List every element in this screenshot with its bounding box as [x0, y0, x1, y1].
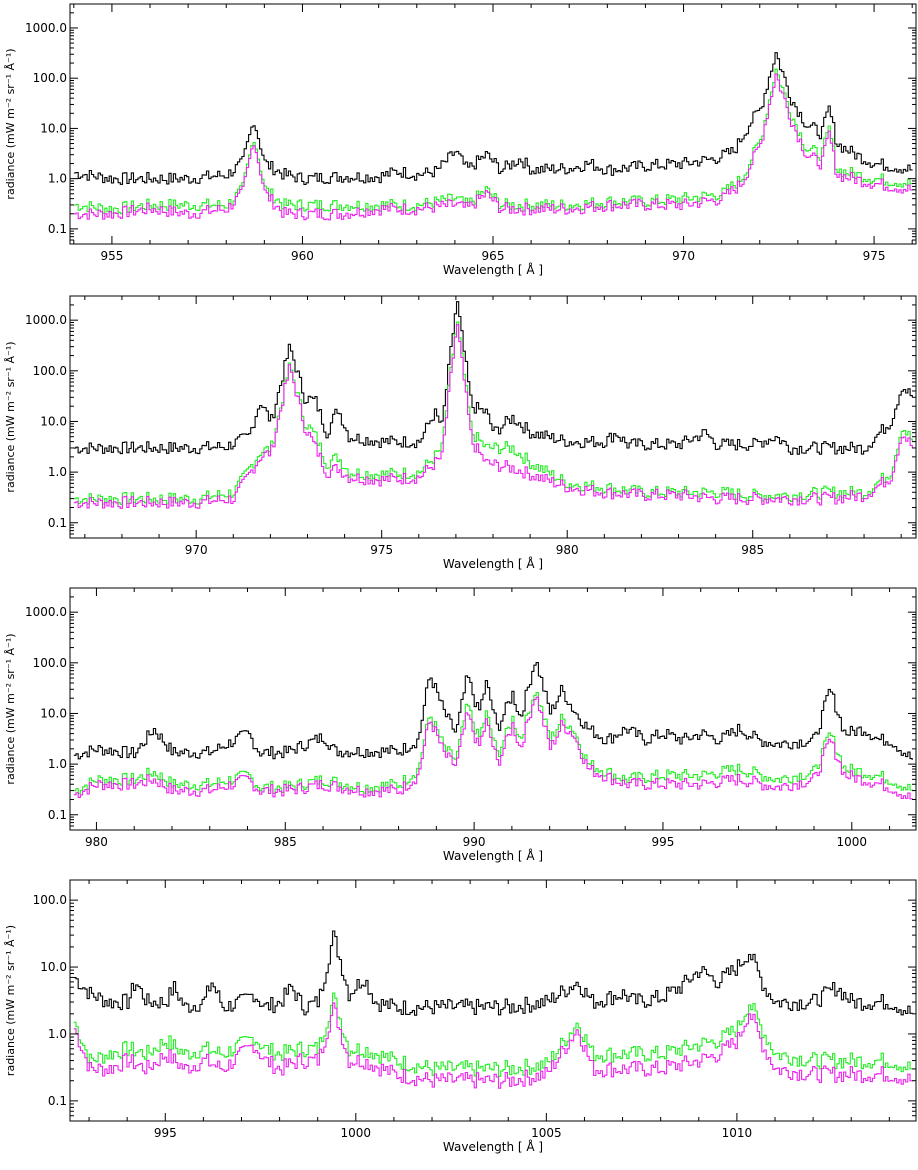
x-tick-label: 1005	[531, 1126, 562, 1140]
y-tick-label: 1.0	[48, 172, 67, 186]
y-tick-label: 1000.0	[25, 21, 67, 35]
panel-4: 995 1000 1005 1010 Wavelength [ Å ] 0.1 1.0 10.…	[4, 879, 917, 1154]
x-tick-label: 995	[154, 1126, 177, 1140]
series-group	[73, 301, 913, 509]
y-tick-label: 1000.0	[25, 313, 67, 327]
series-line-3	[73, 696, 913, 800]
y-tick-label: 0.1	[48, 516, 67, 530]
y-tick-label: 1.0	[48, 1027, 67, 1041]
x-axis-label: Wavelength [ Å ]	[443, 262, 543, 277]
y-axis-label: radiance (mW m⁻² sr⁻¹ Å⁻¹)	[4, 925, 17, 1076]
x-tick-label: 970	[185, 543, 208, 557]
y-tick-label: 1.0	[48, 757, 67, 771]
series-group	[73, 52, 913, 221]
series-line-1	[73, 52, 913, 186]
x-tick-label: 1010	[722, 1126, 753, 1140]
x-tick-label: 980	[85, 835, 108, 849]
plot-frame	[69, 295, 917, 539]
x-tick-label: 990	[463, 835, 486, 849]
x-tick-label: 995	[652, 835, 675, 849]
y-tick-label: 1.0	[48, 465, 67, 479]
plot-frame	[69, 879, 917, 1122]
x-tick-label: 965	[482, 249, 505, 263]
x-tick-label: 975	[370, 543, 393, 557]
series-group	[73, 662, 913, 800]
x-tick-label: 1000	[341, 1126, 372, 1140]
series-line-2	[73, 992, 913, 1077]
series-line-1	[73, 930, 913, 1016]
series-line-2	[73, 68, 913, 215]
x-tick-label: 960	[291, 249, 314, 263]
x-tick-label: 1000	[837, 835, 868, 849]
y-axis-label: radiance (mW m⁻² sr⁻¹ Å⁻¹)	[4, 341, 17, 492]
x-tick-label: 980	[556, 543, 579, 557]
panel-2: 970 975 980 985 Wavelength [ Å ] 0.1 1.0 10.0 10…	[4, 295, 917, 571]
y-tick-label: 100.0	[33, 364, 67, 378]
x-tick-label: 975	[863, 249, 886, 263]
x-tick-label: 955	[100, 249, 123, 263]
y-tick-label: 10.0	[40, 414, 67, 428]
y-tick-label: 0.1	[48, 222, 67, 236]
y-tick-label: 100.0	[33, 656, 67, 670]
panel-3: 980 985 990 995 1000 Wavelength [ Å ] 0.1 1.0 10…	[4, 587, 917, 863]
x-tick-label: 970	[672, 249, 695, 263]
y-tick-label: 1000.0	[25, 605, 67, 619]
series-line-3	[73, 73, 913, 221]
y-axis-label: radiance (mW m⁻² sr⁻¹ Å⁻¹)	[4, 633, 17, 784]
x-axis-label: Wavelength [ Å ]	[443, 1139, 543, 1154]
series-line-1	[73, 662, 913, 760]
series-line-3	[73, 1002, 913, 1089]
series-line-3	[73, 324, 913, 509]
y-tick-label: 10.0	[40, 960, 67, 974]
y-tick-label: 100.0	[33, 893, 67, 907]
series-line-2	[73, 692, 913, 794]
series-line-1	[73, 301, 913, 455]
y-tick-label: 10.0	[40, 121, 67, 135]
x-tick-label: 985	[274, 835, 297, 849]
series-line-2	[73, 321, 913, 505]
y-tick-label: 0.1	[48, 1094, 67, 1108]
plot-frame	[69, 587, 917, 831]
y-tick-label: 10.0	[40, 706, 67, 720]
x-tick-label: 985	[741, 543, 764, 557]
y-tick-label: 100.0	[33, 71, 67, 85]
plot-frame	[69, 3, 917, 245]
y-axis-label: radiance (mW m⁻² sr⁻¹ Å⁻¹)	[4, 48, 17, 199]
panel-1: 955 960 965 970 975 Wavelength [ Å ] 0.1 1.0 10.…	[4, 3, 917, 277]
y-tick-label: 0.1	[48, 808, 67, 822]
x-axis-label: Wavelength [ Å ]	[443, 848, 543, 863]
x-axis-label: Wavelength [ Å ]	[443, 556, 543, 571]
series-group	[73, 930, 913, 1089]
